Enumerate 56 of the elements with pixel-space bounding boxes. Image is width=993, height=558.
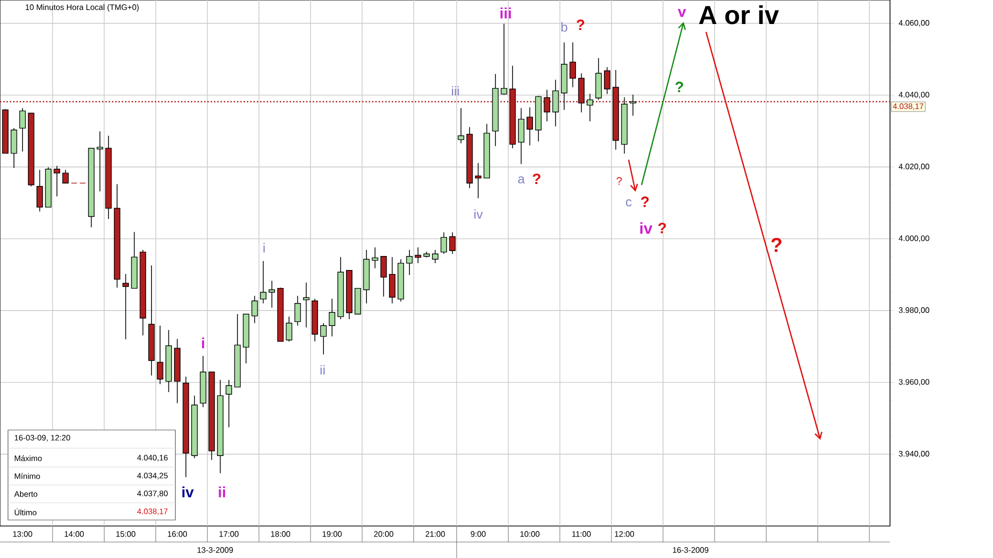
candlestick <box>432 249 438 264</box>
candlestick <box>414 246 422 264</box>
annotation: iii <box>452 86 459 96</box>
candlestick <box>406 249 413 276</box>
annotation: ? <box>616 177 622 185</box>
candlestick <box>440 232 447 254</box>
annotation: ii <box>320 365 325 375</box>
annotation: ii <box>218 486 226 498</box>
candlestick <box>380 256 387 297</box>
candlestick <box>372 246 378 269</box>
candlestick <box>156 325 164 385</box>
annotation: iii <box>500 8 511 18</box>
candlestick <box>19 108 26 152</box>
candlestick <box>518 108 524 164</box>
candlestick <box>320 322 327 355</box>
annotation: ? <box>771 238 782 252</box>
annotation: b <box>561 22 568 32</box>
candlestick <box>586 93 594 122</box>
candlestick <box>260 260 266 304</box>
annotation: v <box>678 8 686 17</box>
candlestick <box>36 169 43 212</box>
annotation: iv <box>182 486 194 498</box>
candlestick <box>96 131 104 192</box>
candlestick <box>268 280 276 308</box>
annotation: iv <box>640 222 652 234</box>
candlestick <box>526 106 533 146</box>
candlestick <box>62 169 69 184</box>
candlestick <box>389 256 396 304</box>
candlestick <box>303 282 310 328</box>
candlestick <box>122 274 129 340</box>
candlestick <box>449 232 456 254</box>
candlestick <box>604 66 610 94</box>
annotation: ? <box>532 174 540 184</box>
annotation: a <box>518 176 525 184</box>
annotation: ? <box>658 222 666 234</box>
candlestick <box>226 379 232 428</box>
candlestick <box>251 295 258 324</box>
annotation: i <box>202 337 204 348</box>
candlestick <box>500 23 508 96</box>
candlestick <box>54 165 60 197</box>
candlestick <box>286 316 292 342</box>
candlestick <box>458 108 464 144</box>
annotation: ? <box>675 82 684 92</box>
candlestick <box>294 295 301 326</box>
candlestick <box>552 79 559 127</box>
candlestick <box>328 298 336 337</box>
candlestick <box>630 94 636 116</box>
candlestick <box>570 42 576 88</box>
candlestick <box>475 162 482 199</box>
annotation: c <box>626 199 632 206</box>
annotation: i <box>264 243 265 252</box>
annotation: A or iv <box>699 5 779 24</box>
annotation: iv <box>474 209 483 219</box>
candlestick <box>10 128 18 168</box>
annotation: ? <box>641 196 649 207</box>
annotation: ? <box>576 20 584 30</box>
